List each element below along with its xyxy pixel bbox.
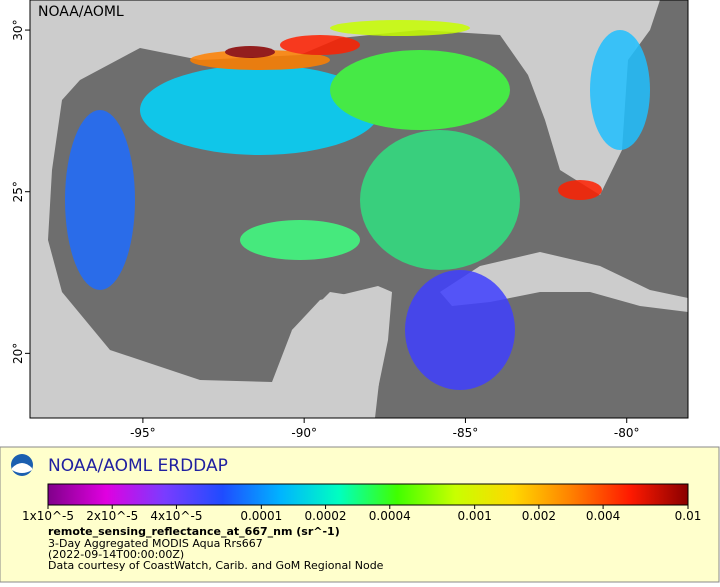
colorbar-tick-label: 0.0004 <box>369 509 411 523</box>
map-frame <box>29 0 689 419</box>
legend-line: (2022-09-14T00:00:00Z) <box>48 548 184 561</box>
x-tick-label: -95° <box>130 426 156 440</box>
colorbar-tick-label: 0.002 <box>522 509 556 523</box>
colorbar-tick-label: 4x10^-5 <box>150 509 202 523</box>
colorbar <box>47 483 689 506</box>
colorbar-tick-label: 0.0002 <box>305 509 347 523</box>
map-label: NOAA/AOML <box>38 4 124 20</box>
legend-line: Data courtesy of CoastWatch, Carib. and … <box>48 559 384 572</box>
x-tick-label: -85° <box>453 426 479 440</box>
legend-panel <box>0 446 720 583</box>
reflectance-field <box>65 20 650 390</box>
y-tick-label: 30° <box>11 19 25 40</box>
y-tick-label: 25° <box>11 181 25 202</box>
noaa-logo-bird <box>12 463 32 473</box>
colorbar-tick-label: 1x10^-5 <box>22 509 74 523</box>
yucatan <box>280 286 392 418</box>
colorbar-tick-label: 0.0001 <box>240 509 282 523</box>
x-tick-label: -90° <box>291 426 317 440</box>
colorbar-tick-label: 0.004 <box>586 509 620 523</box>
variable-name: remote_sensing_reflectance_at_667_nm (sr… <box>48 525 340 538</box>
colorbar-tick-label: 0.001 <box>457 509 491 523</box>
colorbar-tick-label: 2x10^-5 <box>86 509 138 523</box>
legend-title: NOAA/AOML ERDDAP <box>48 456 228 476</box>
map: NOAA/AOML <box>30 0 688 418</box>
legend-line: 3-Day Aggregated MODIS Aqua Rrs667 <box>48 537 263 550</box>
y-tick-label: 20° <box>11 343 25 364</box>
x-tick-label: -80° <box>614 426 640 440</box>
colorbar-tick-label: 0.01 <box>675 509 702 523</box>
